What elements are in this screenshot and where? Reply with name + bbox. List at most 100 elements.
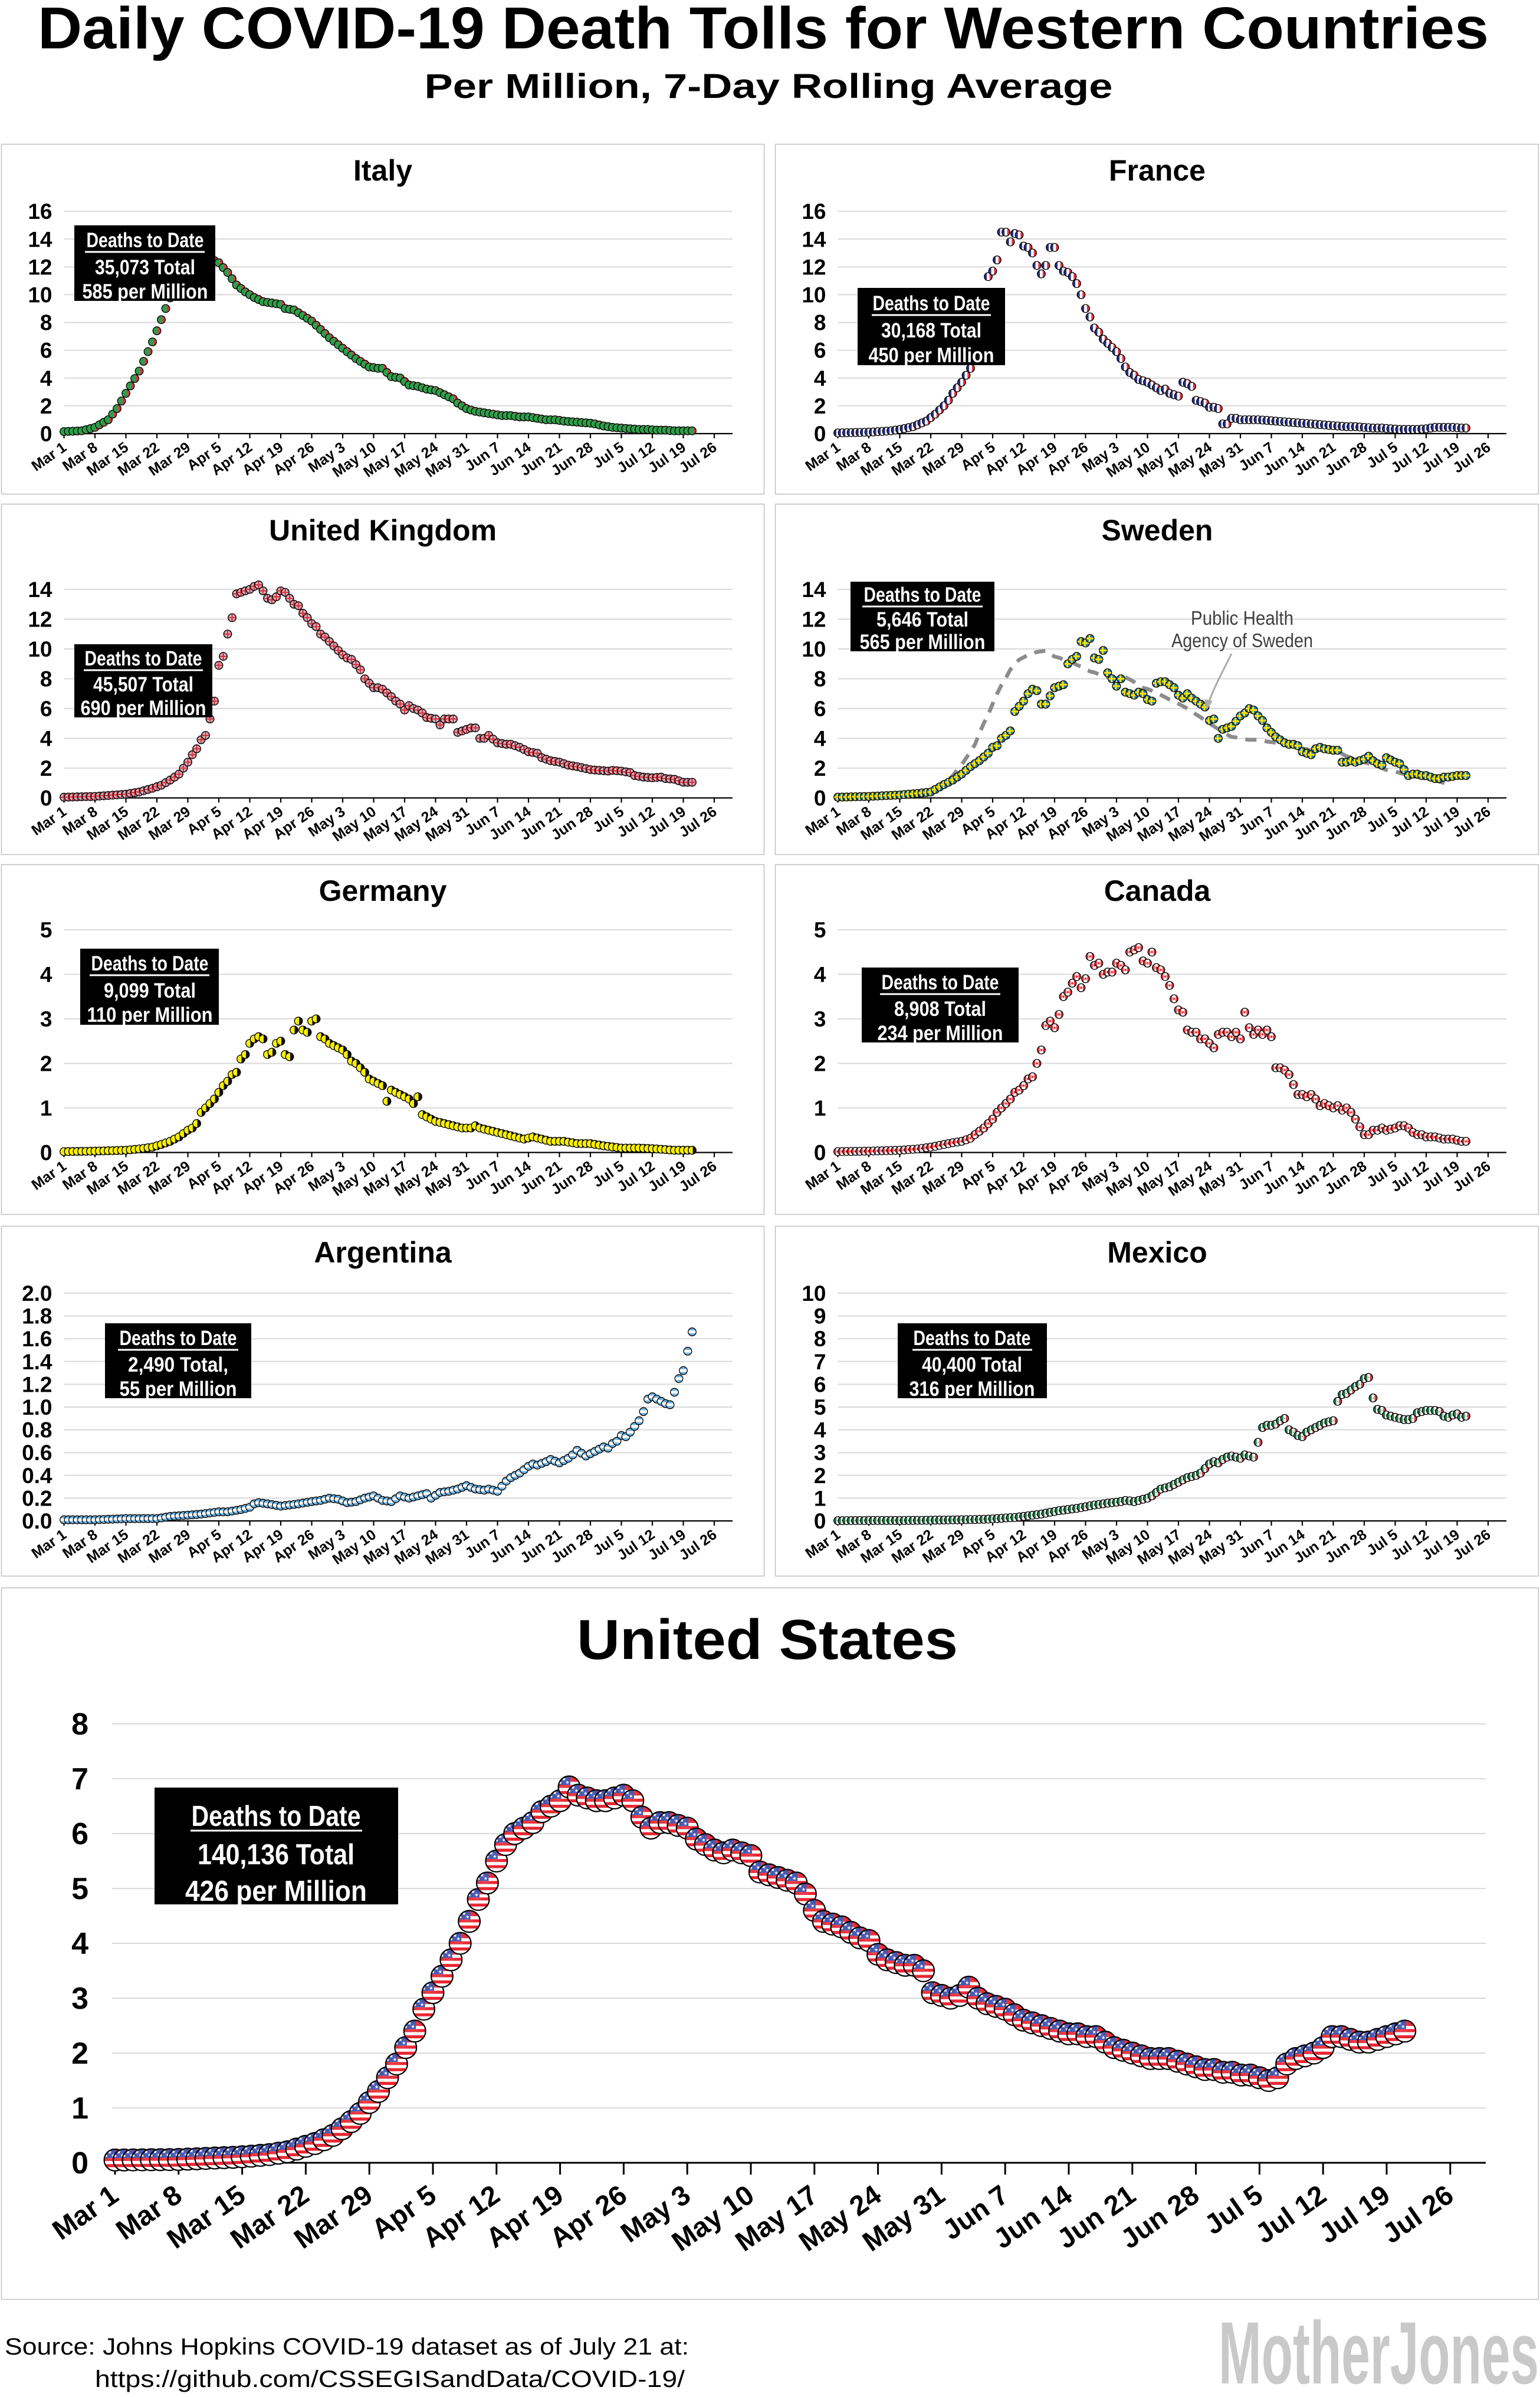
svg-text:6: 6 [814, 339, 826, 363]
svg-text:Deaths to Date: Deaths to Date [914, 1327, 1031, 1350]
svg-text:0.8: 0.8 [22, 1418, 52, 1442]
svg-text:Public Health: Public Health [1191, 607, 1293, 629]
svg-text:2.0: 2.0 [22, 1281, 52, 1306]
svg-text:16: 16 [28, 199, 52, 224]
svg-text:Source: Johns Hopkins COVID-19: Source: Johns Hopkins COVID-19 dataset a… [5, 2334, 689, 2360]
svg-text:Sweden: Sweden [1102, 514, 1213, 547]
svg-text:0: 0 [40, 1141, 52, 1165]
svg-text:United States: United States [577, 1608, 958, 1671]
svg-text:4: 4 [40, 727, 52, 751]
svg-text:6: 6 [71, 1817, 88, 1851]
svg-text:4: 4 [814, 1418, 826, 1442]
svg-text:Daily COVID-19 Death Tolls for: Daily COVID-19 Death Tolls for Western C… [38, 0, 1489, 61]
svg-text:316 per Million: 316 per Million [909, 1378, 1035, 1401]
svg-text:9,099 Total: 9,099 Total [104, 979, 196, 1002]
svg-text:8: 8 [40, 667, 52, 691]
svg-text:2: 2 [40, 756, 52, 781]
svg-text:10: 10 [28, 283, 52, 307]
svg-text:16: 16 [802, 199, 826, 224]
svg-text:1: 1 [40, 1096, 52, 1120]
svg-text:12: 12 [28, 608, 52, 632]
svg-text:1.8: 1.8 [22, 1304, 52, 1329]
svg-text:4: 4 [814, 366, 826, 391]
svg-text:Italy: Italy [353, 154, 412, 187]
svg-text:110 per Million: 110 per Million [87, 1004, 213, 1027]
svg-text:Deaths to Date: Deaths to Date [192, 1801, 361, 1832]
svg-text:Deaths to Date: Deaths to Date [873, 292, 990, 315]
svg-text:United Kingdom: United Kingdom [269, 514, 497, 547]
svg-text:Agency of Sweden: Agency of Sweden [1171, 629, 1313, 651]
svg-text:0: 0 [814, 1141, 826, 1165]
svg-text:10: 10 [802, 637, 826, 661]
svg-text:2: 2 [814, 756, 826, 781]
svg-text:6: 6 [40, 697, 52, 721]
svg-text:6: 6 [814, 697, 826, 721]
svg-text:MotherJones: MotherJones [1219, 2303, 1539, 2397]
svg-text:426 per Million: 426 per Million [185, 1875, 367, 1907]
svg-text:2,490 Total,: 2,490 Total, [128, 1353, 228, 1376]
svg-text:5: 5 [814, 1395, 826, 1419]
svg-text:7: 7 [71, 1762, 88, 1796]
svg-text:8: 8 [40, 311, 52, 335]
svg-text:Canada: Canada [1104, 874, 1211, 907]
svg-text:Deaths to Date: Deaths to Date [120, 1327, 237, 1350]
svg-text:2: 2 [40, 1052, 52, 1076]
svg-text:10: 10 [802, 283, 826, 307]
svg-text:0.4: 0.4 [22, 1464, 52, 1488]
svg-text:1.4: 1.4 [22, 1350, 52, 1374]
svg-text:Deaths to Date: Deaths to Date [882, 971, 999, 994]
svg-text:35,073 Total: 35,073 Total [95, 256, 195, 279]
svg-text:2: 2 [40, 394, 52, 418]
svg-text:0: 0 [814, 1509, 826, 1533]
svg-text:1: 1 [814, 1486, 826, 1510]
svg-text:2: 2 [814, 1464, 826, 1488]
svg-text:Per Million, 7-Day Rolling Ave: Per Million, 7-Day Rolling Average [425, 67, 1113, 106]
svg-text:0.2: 0.2 [22, 1486, 52, 1510]
svg-text:0.0: 0.0 [22, 1509, 52, 1533]
svg-text:2: 2 [814, 1052, 826, 1076]
svg-text:Deaths to Date: Deaths to Date [91, 952, 209, 975]
svg-text:12: 12 [802, 608, 826, 632]
svg-text:4: 4 [814, 963, 826, 987]
svg-text:1.2: 1.2 [22, 1372, 52, 1396]
svg-text:450 per Million: 450 per Million [869, 344, 994, 367]
svg-text:45,507 Total: 45,507 Total [93, 673, 193, 696]
svg-text:4: 4 [814, 727, 826, 751]
svg-text:234 per Million: 234 per Million [878, 1022, 1003, 1045]
svg-text:8: 8 [814, 1327, 826, 1351]
svg-text:4: 4 [71, 1927, 88, 1961]
svg-text:14: 14 [802, 578, 826, 602]
svg-text:0.6: 0.6 [22, 1441, 52, 1465]
svg-text:565 per Million: 565 per Million [860, 631, 986, 654]
svg-text:Deaths to Date: Deaths to Date [864, 583, 981, 606]
svg-text:3: 3 [71, 1982, 88, 2016]
svg-text:5: 5 [40, 918, 52, 942]
svg-text:1: 1 [71, 2091, 88, 2126]
svg-text:Mexico: Mexico [1107, 1236, 1207, 1269]
svg-text:7: 7 [814, 1350, 826, 1374]
svg-text:9: 9 [814, 1304, 826, 1329]
svg-text:10: 10 [802, 1281, 826, 1306]
svg-text:Argentina: Argentina [314, 1236, 452, 1269]
svg-text:8: 8 [71, 1707, 88, 1742]
svg-text:585 per Million: 585 per Million [83, 280, 208, 303]
svg-text:0: 0 [814, 422, 826, 446]
svg-text:2: 2 [71, 2037, 88, 2071]
svg-text:1.0: 1.0 [22, 1395, 52, 1419]
svg-text:6: 6 [814, 1372, 826, 1396]
svg-text:10: 10 [28, 637, 52, 661]
svg-text:12: 12 [28, 255, 52, 279]
svg-text:Deaths to Date: Deaths to Date [87, 229, 204, 252]
svg-text:0: 0 [40, 422, 52, 446]
svg-text:690 per Million: 690 per Million [81, 697, 206, 720]
svg-text:6: 6 [40, 339, 52, 363]
svg-text:0: 0 [71, 2146, 88, 2180]
svg-text:55 per Million: 55 per Million [120, 1378, 237, 1401]
svg-text:14: 14 [28, 227, 52, 251]
svg-text:8: 8 [814, 667, 826, 691]
svg-text:8: 8 [814, 311, 826, 335]
svg-text:0: 0 [40, 786, 52, 811]
svg-text:1: 1 [814, 1096, 826, 1120]
svg-text:40,400 Total: 40,400 Total [922, 1353, 1022, 1376]
svg-text:4: 4 [40, 366, 52, 391]
